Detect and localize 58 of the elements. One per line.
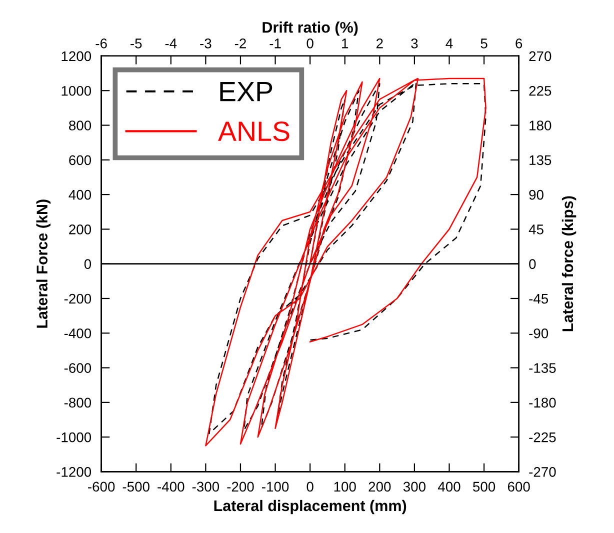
x-tick-label: -300 [192,482,220,492]
x2-tick-label: 0 [306,38,314,48]
x-axis-title: Lateral displacement (mm) [214,500,406,514]
y2-tick-label: -225 [529,432,556,442]
x2-tick-label: -1 [270,38,281,48]
x2-tick-label: 1 [342,38,348,48]
y2-tick-label: 90 [529,190,544,200]
y-tick-label: -800 [64,398,92,408]
legend-label: ANLS [218,121,290,142]
y-tick-label: -1000 [56,432,92,442]
x2-tick-label: 2 [376,38,383,48]
y2-tick-label: -180 [529,398,556,408]
x-tick-label: -200 [227,482,254,492]
x2-tick-label: 5 [480,38,488,48]
y2-tick-label: 0 [529,259,536,270]
x2-tick-label: 3 [411,38,418,48]
y-tick-label: -400 [64,328,92,338]
y-tick-label: 0 [84,259,92,270]
x2-tick-label: -2 [234,38,246,48]
y-tick-label: 200 [69,224,92,234]
y2-tick-label: 135 [530,155,552,166]
x2-tick-label: 6 [516,38,522,48]
x2-tick-label: -4 [165,38,177,48]
y-tick-label: -600 [64,363,92,373]
y2-axis-title: Lateral force (kips) [562,196,576,332]
x-tick-label: 0 [306,482,314,492]
x-tick-label: 400 [438,482,460,492]
y2-tick-label: -270 [529,467,556,477]
x-tick-label: -500 [122,482,150,492]
x-tick-label: 600 [508,482,530,492]
y2-tick-label: -135 [529,363,556,373]
y-axis-title: Lateral Force (kN) [36,200,51,328]
y-tick-label: 600 [69,155,92,166]
y-tick-label: -1200 [56,467,92,477]
x-tick-label: -100 [262,482,289,492]
x2-tick-label: -5 [130,38,142,48]
y-tick-label: 1200 [62,51,92,62]
x2-axis-title: Drift ratio (%) [262,22,358,36]
x2-tick-label: -3 [200,38,212,48]
x-tick-label: -400 [158,482,184,492]
y2-tick-label: 180 [530,120,552,130]
x-tick-label: 200 [368,482,391,492]
x2-tick-label: -6 [96,38,107,48]
y2-tick-label: 45 [528,224,544,234]
x-tick-label: 500 [473,482,496,492]
x2-tick-label: 4 [446,38,453,48]
y2-tick-label: -90 [529,328,548,338]
y-tick-label: 800 [69,120,92,130]
y-tick-label: 400 [68,190,92,200]
y2-tick-label: 225 [529,86,552,96]
y2-tick-label: 270 [529,51,552,62]
y-tick-label: 1000 [62,86,92,96]
y-tick-label: -200 [64,294,92,304]
x-tick-label: 100 [334,482,356,492]
legend-label: EXP [220,82,272,102]
x-tick-label: 300 [403,482,426,492]
x-tick-label: -600 [88,482,115,492]
y2-tick-label: -45 [529,294,548,304]
